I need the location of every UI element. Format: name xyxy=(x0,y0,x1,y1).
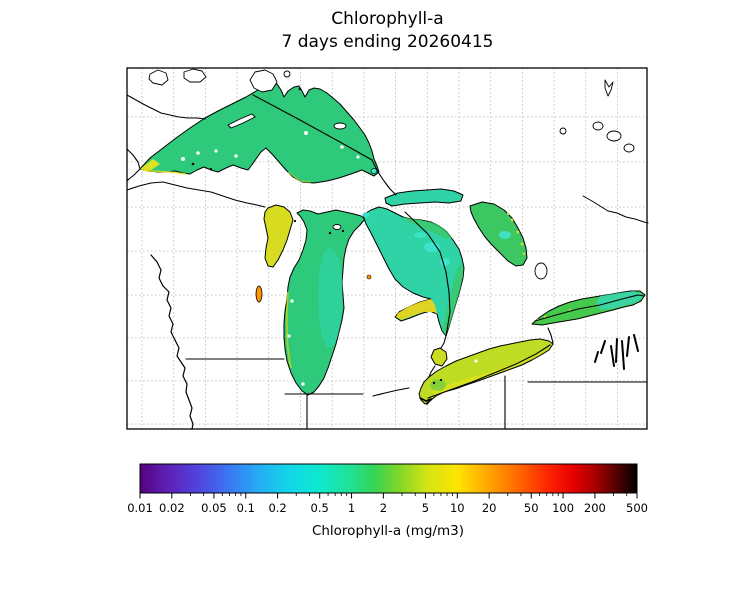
wisconsin-north-coastline xyxy=(126,181,266,208)
st-clair-river xyxy=(440,335,447,349)
colorbar-tick-label: 1 xyxy=(348,501,355,515)
lake-michigan-teal-core xyxy=(318,247,343,348)
ontario-inland-lake xyxy=(623,143,635,153)
us-canada-border-huron xyxy=(404,211,451,337)
lake-winnebago xyxy=(255,285,263,303)
colorbar-tick-label: 200 xyxy=(584,501,606,515)
us-canada-border-superior xyxy=(252,94,373,161)
isle-royale-island xyxy=(227,113,256,129)
colorbar-tick-labels: 0.01 0.02 0.05 0.1 0.2 0.5 1 2 5 10 20 50 100 200 500 xyxy=(127,501,648,515)
cloud-speckles-layer xyxy=(181,131,612,386)
michigan-west-shore-bloom xyxy=(285,291,292,369)
colorbar-tick-label: 0.05 xyxy=(201,501,227,515)
ontario-teal-east xyxy=(596,291,644,310)
colorbar: 0.01 0.02 0.05 0.1 0.2 0.5 1 2 5 10 20 50 100 200 500 … xyxy=(127,463,648,539)
borders-layer xyxy=(126,94,649,430)
erie-yellow-band xyxy=(432,348,545,396)
colorbar-tick-label: 10 xyxy=(450,501,465,515)
straits-of-mackinac-cyan xyxy=(362,212,370,218)
indiana-michigan-ohio-border xyxy=(284,387,410,397)
us-canada-border-ontario xyxy=(534,294,645,322)
lake-st-clair xyxy=(430,347,448,367)
us-canada-border-erie xyxy=(427,344,551,399)
superior-south-shore-bloom xyxy=(149,170,187,175)
colorbar-tick-label: 0.1 xyxy=(237,501,255,515)
figure-title-block: Chlorophyll-a 7 days ending 20260415 xyxy=(127,8,648,54)
st-marys-river-border xyxy=(371,159,397,196)
ontario-inland-lake xyxy=(604,79,614,97)
islands-inland-lakes-layer xyxy=(148,68,635,280)
colorbar-ticks xyxy=(139,493,638,499)
ontario-inland-lake xyxy=(592,121,604,131)
colorbar-tick-label: 0.2 xyxy=(268,501,286,515)
colorbar-tick-label: 50 xyxy=(524,501,539,515)
colorbar-tick-label: 5 xyxy=(422,501,429,515)
huron-cyan-patch xyxy=(440,258,450,266)
finger-lakes xyxy=(594,334,639,370)
colorbar-axis-label: Chlorophyll-a (mg/m3) xyxy=(312,523,464,539)
chart-subtitle: 7 days ending 20260415 xyxy=(281,31,494,52)
erie-west-basin-patch xyxy=(430,379,446,391)
minnesota-ontario-border xyxy=(126,94,206,120)
green-bay xyxy=(263,204,294,268)
colorbar-gradient-bar xyxy=(139,463,638,494)
colorbar-tick-label: 500 xyxy=(626,501,648,515)
georgian-bay xyxy=(469,201,528,267)
maumee-bay-shore-detail xyxy=(419,397,432,405)
inland-lake-dot xyxy=(366,274,372,280)
superior-keweenaw-shore-bloom xyxy=(287,171,312,183)
beaver-island xyxy=(332,224,342,230)
duluth-coast xyxy=(126,168,141,182)
chart-title: Chlorophyll-a xyxy=(331,9,444,29)
muskoka-lake xyxy=(559,127,567,135)
huron-cyan-patch xyxy=(424,242,440,252)
canadian-lake xyxy=(148,69,169,86)
colorbar-tick-label: 100 xyxy=(552,501,574,515)
niagara-river xyxy=(547,327,554,344)
georgian-shore-bloom-speckles xyxy=(506,212,526,256)
huron-green-southeast xyxy=(442,262,463,336)
canadian-lake xyxy=(183,68,207,83)
michipicoten-island xyxy=(333,122,347,130)
map-frame xyxy=(126,67,648,430)
ottawa-french-river xyxy=(582,195,649,224)
colorbar-tick-label: 0.02 xyxy=(159,501,185,515)
colorbar-tick-label: 2 xyxy=(380,501,387,515)
colorbar-tick-label: 0.01 xyxy=(127,501,153,515)
colorbar-tick-label: 0.5 xyxy=(311,501,329,515)
island-dots-layer xyxy=(191,87,443,385)
canadian-lake xyxy=(283,70,291,78)
lake-huron xyxy=(362,206,465,337)
saginaw-bay-bloom xyxy=(396,299,437,320)
superior-west-nearshore-bloom xyxy=(140,159,160,172)
great-lakes-layer xyxy=(139,83,646,405)
huron-cyan-patch xyxy=(414,232,426,238)
colorbar-tick-label: 20 xyxy=(482,501,497,515)
north-shore-coast xyxy=(126,148,141,170)
ontario-inland-lake xyxy=(606,130,622,142)
mississippi-river xyxy=(150,254,194,430)
lake-nipigon xyxy=(249,69,278,93)
detroit-river xyxy=(428,365,436,378)
north-channel xyxy=(384,188,464,207)
lake-simcoe xyxy=(534,262,548,280)
georgian-cyan-patch xyxy=(499,231,511,239)
